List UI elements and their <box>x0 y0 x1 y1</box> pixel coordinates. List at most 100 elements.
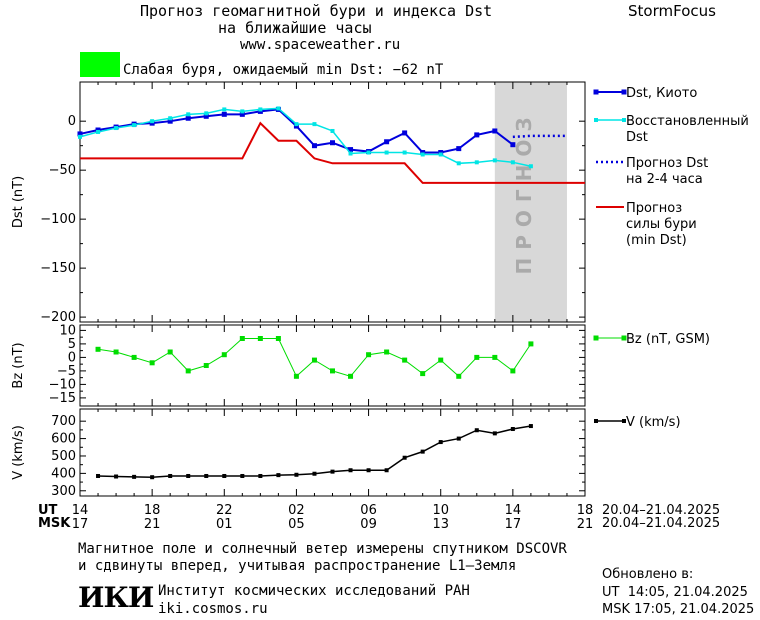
page-subtitle: на ближайшие часы <box>218 19 372 37</box>
panel-frame <box>79 408 586 497</box>
x-tick-label-msk: 21 <box>144 517 161 532</box>
updated-label: Обновлено в: <box>602 567 694 582</box>
data-point <box>402 130 408 136</box>
data-point <box>438 440 443 445</box>
institute-url[interactable]: iki.cosmos.ru <box>158 601 268 617</box>
updated-msk: MSK 17:05, 21.04.2025 <box>602 602 755 617</box>
data-point <box>366 468 371 473</box>
data-point <box>348 468 353 473</box>
storm-level-swatch <box>80 52 120 77</box>
legend-label: Восстановленный <box>626 114 749 129</box>
x-tick-label-ut: 10 <box>432 503 449 518</box>
data-point <box>240 109 245 114</box>
data-point <box>168 116 173 121</box>
data-point <box>204 111 209 116</box>
legend-label: силы бури <box>626 217 697 232</box>
data-point <box>366 150 371 155</box>
data-point <box>168 473 173 478</box>
data-point <box>528 341 534 347</box>
data-point <box>348 373 354 379</box>
y-tick-label: 500 <box>51 449 76 464</box>
data-point <box>456 146 462 152</box>
data-point <box>474 160 479 165</box>
data-point <box>149 360 155 366</box>
legend-label: Dst <box>626 130 648 145</box>
data-point <box>114 126 119 131</box>
legend-marker <box>621 89 627 95</box>
data-point <box>330 140 335 146</box>
data-point <box>402 150 407 155</box>
data-point <box>420 152 425 157</box>
y-tick-label: 0 <box>68 114 76 129</box>
data-point <box>132 123 137 128</box>
legend-label: V (km/s) <box>626 415 681 430</box>
data-point <box>384 139 390 145</box>
x-axis-ut-label: UT <box>38 503 58 518</box>
data-point <box>492 431 497 436</box>
y-axis-label: V (km/s) <box>11 425 26 480</box>
data-point <box>185 115 191 121</box>
legend-marker <box>622 419 626 423</box>
data-point <box>276 106 281 111</box>
legend-label: Bz (nT, GSM) <box>626 332 710 347</box>
y-axis-label: Bz (nT) <box>11 342 26 388</box>
data-point <box>96 473 101 478</box>
x-tick-label-msk: 01 <box>216 517 233 532</box>
x-tick-label-ut: 22 <box>216 503 233 518</box>
data-point <box>222 473 227 478</box>
data-point <box>510 160 515 165</box>
data-point <box>311 143 317 149</box>
data-point <box>258 107 263 112</box>
data-point <box>456 373 462 379</box>
x-tick-label-ut: 02 <box>288 503 305 518</box>
data-point <box>294 472 299 477</box>
x-tick-label-msk: 21 <box>577 517 594 532</box>
legend-label: на 2-4 часа <box>626 172 703 187</box>
data-point <box>185 368 191 374</box>
data-point <box>239 111 245 117</box>
iki-logo[interactable]: ИКИ <box>78 581 154 614</box>
brand-name: StormFocus <box>628 2 716 20</box>
data-point <box>203 363 209 368</box>
data-point <box>95 346 101 352</box>
legend-marker <box>622 118 626 122</box>
data-point <box>492 158 497 163</box>
legend-label: Прогноз <box>626 201 682 216</box>
y-axis-label: Dst (nT) <box>11 176 26 228</box>
y-tick-label: 700 <box>51 414 76 429</box>
data-point <box>492 128 498 134</box>
data-point <box>330 128 335 133</box>
site-url[interactable]: www.spaceweather.ru <box>240 37 401 53</box>
data-point <box>330 469 335 474</box>
data-point <box>312 122 317 127</box>
storm-level-text: Слабая буря, ожидаемый min Dst: −62 nT <box>123 62 444 78</box>
data-point <box>167 118 173 124</box>
legend-item: Dst, Киото <box>593 86 697 101</box>
data-point <box>222 107 227 112</box>
series-Восстановленный Dst <box>78 106 533 169</box>
legend-marker <box>621 335 627 341</box>
x-axis-msk-dates: 20.04–21.04.2025 <box>602 516 721 531</box>
legend-marker <box>594 118 598 122</box>
data-point <box>275 336 281 341</box>
y-tick-label: 5 <box>68 337 76 352</box>
series-Dst, Киото <box>77 106 516 156</box>
footer-note-line2: и сдвинуты вперед, учитывая распростране… <box>78 558 517 574</box>
series-line <box>97 338 532 378</box>
data-point <box>293 373 299 379</box>
y-tick-label: 300 <box>51 484 76 499</box>
data-point <box>402 357 408 363</box>
series-line <box>79 108 514 154</box>
x-axis-msk-label: MSK <box>38 516 71 531</box>
y-tick-label: −150 <box>40 261 76 276</box>
x-tick-label-ut: 14 <box>505 503 522 518</box>
data-point <box>131 354 137 360</box>
x-tick-label-msk: 05 <box>288 517 305 532</box>
data-point <box>474 132 480 138</box>
y-tick-label: 0 <box>68 350 76 365</box>
legend-marker <box>594 419 598 423</box>
x-axis-ut-dates: 20.04–21.04.2025 <box>602 503 721 518</box>
x-tick-label-ut: 18 <box>577 503 594 518</box>
data-point <box>330 368 335 374</box>
data-point <box>77 131 83 137</box>
